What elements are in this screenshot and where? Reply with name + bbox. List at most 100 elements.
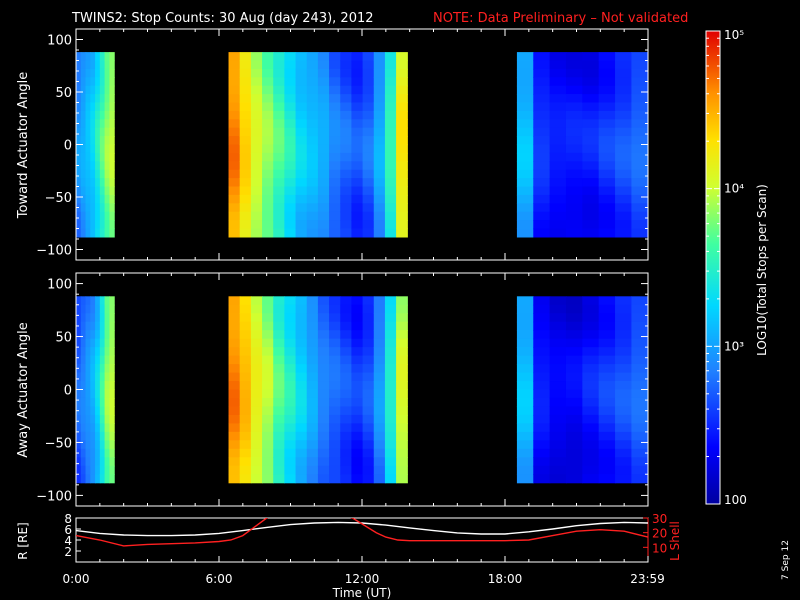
heatmap-cell <box>80 457 87 467</box>
heatmap-cell <box>76 465 82 475</box>
radius-tick-label: 4 <box>64 534 72 548</box>
heatmap-cell <box>329 152 341 162</box>
heatmap-cell <box>85 313 91 323</box>
heatmap-cell <box>549 296 567 306</box>
heatmap-cell <box>295 194 308 204</box>
heatmap-cell <box>396 364 408 374</box>
heatmap-cell <box>239 414 252 424</box>
heatmap-cell <box>109 77 115 87</box>
heatmap-cell <box>373 77 386 87</box>
heatmap-cell <box>615 194 633 204</box>
heatmap-cell <box>549 102 567 112</box>
heatmap-cell <box>104 431 110 441</box>
heatmap-cell <box>239 127 252 137</box>
heatmap-cell <box>615 52 633 62</box>
heatmap-cell <box>104 397 110 408</box>
heatmap-cell <box>85 152 91 162</box>
heatmap-cell <box>340 397 353 408</box>
heatmap-cell <box>104 110 110 120</box>
heatmap-cell <box>90 85 96 95</box>
heatmap-cell <box>95 228 101 238</box>
heatmap-cell <box>351 406 364 416</box>
heatmap-cell <box>239 194 252 204</box>
heatmap-cell <box>104 211 110 221</box>
heatmap-cell <box>582 304 600 314</box>
heatmap-cell <box>516 161 534 171</box>
heatmap-cell <box>85 338 91 348</box>
heatmap-cell <box>295 313 308 323</box>
heatmap-cell <box>239 52 252 62</box>
heatmap-cell <box>329 136 341 146</box>
heatmap-cell <box>262 186 274 196</box>
heatmap-cell <box>598 194 616 204</box>
heatmap-cell <box>80 414 87 424</box>
heatmap-cell <box>351 381 364 391</box>
heatmap-cell <box>306 457 319 467</box>
heatmap-cell <box>329 194 341 204</box>
heatmap-cell <box>250 330 263 340</box>
heatmap-cell <box>516 77 534 87</box>
heatmap-cell <box>109 228 115 238</box>
heatmap-cell <box>329 465 341 475</box>
heatmap-cell <box>239 406 252 416</box>
heatmap-cell <box>228 448 241 458</box>
heatmap-cell <box>306 406 319 416</box>
heatmap-cell <box>306 372 319 382</box>
heatmap-cell <box>99 457 106 467</box>
heatmap-cell <box>396 355 408 365</box>
heatmap-cell <box>76 211 82 221</box>
heatmap-cell <box>549 60 567 70</box>
heatmap-cell <box>549 152 567 162</box>
away-heatmap-cells <box>76 296 649 484</box>
heatmap-cell <box>373 381 386 391</box>
heatmap-cell <box>262 68 274 78</box>
heatmap-cell <box>317 152 330 162</box>
heatmap-cell <box>239 448 252 458</box>
heatmap-cell <box>85 304 91 314</box>
heatmap-cell <box>351 194 364 204</box>
heatmap-cell <box>99 465 106 475</box>
heatmap-cell <box>90 194 96 204</box>
heatmap-cell <box>329 211 341 221</box>
heatmap-cell <box>273 152 285 162</box>
heatmap-cell <box>90 474 96 484</box>
heatmap-cell <box>80 406 87 416</box>
heatmap-cell <box>273 389 285 399</box>
heatmap-cell <box>99 152 106 162</box>
heatmap-cell <box>262 355 274 365</box>
heatmap-cell <box>228 389 241 399</box>
heatmap-cell <box>340 85 353 95</box>
heatmap-cell <box>549 203 567 213</box>
toward-heatmap-cells <box>76 52 649 238</box>
heatmap-cell <box>362 372 375 382</box>
heatmap-cell <box>90 102 96 112</box>
heatmap-cell <box>104 94 110 104</box>
heatmap-cell <box>351 431 364 441</box>
heatmap-cell <box>549 330 567 340</box>
heatmap-cell <box>565 127 583 137</box>
heatmap-cell <box>295 457 308 467</box>
heatmap-cell <box>549 355 567 365</box>
heatmap-cell <box>362 355 375 365</box>
heatmap-cell <box>250 406 263 416</box>
heatmap-cell <box>262 338 274 348</box>
away-y-axis: −100 −50 0 50 100 <box>36 278 648 504</box>
heatmap-cell <box>250 397 263 408</box>
heatmap-cell <box>239 372 252 382</box>
heatmap-cell <box>598 304 616 314</box>
heatmap-cell <box>598 389 616 399</box>
heatmap-cell <box>80 389 87 399</box>
heatmap-cell <box>516 203 534 213</box>
heatmap-cell <box>76 68 82 78</box>
heatmap-cell <box>598 406 616 416</box>
heatmap-cell <box>262 474 274 484</box>
heatmap-cell <box>598 144 616 154</box>
heatmap-cell <box>329 389 341 399</box>
heatmap-cell <box>104 423 110 433</box>
heatmap-cell <box>284 474 297 484</box>
heatmap-cell <box>582 152 600 162</box>
toward-y-axis-label: Toward Actuator Angle <box>16 72 31 219</box>
heatmap-cell <box>85 330 91 340</box>
heatmap-cell <box>284 85 297 95</box>
heatmap-cell <box>228 194 241 204</box>
